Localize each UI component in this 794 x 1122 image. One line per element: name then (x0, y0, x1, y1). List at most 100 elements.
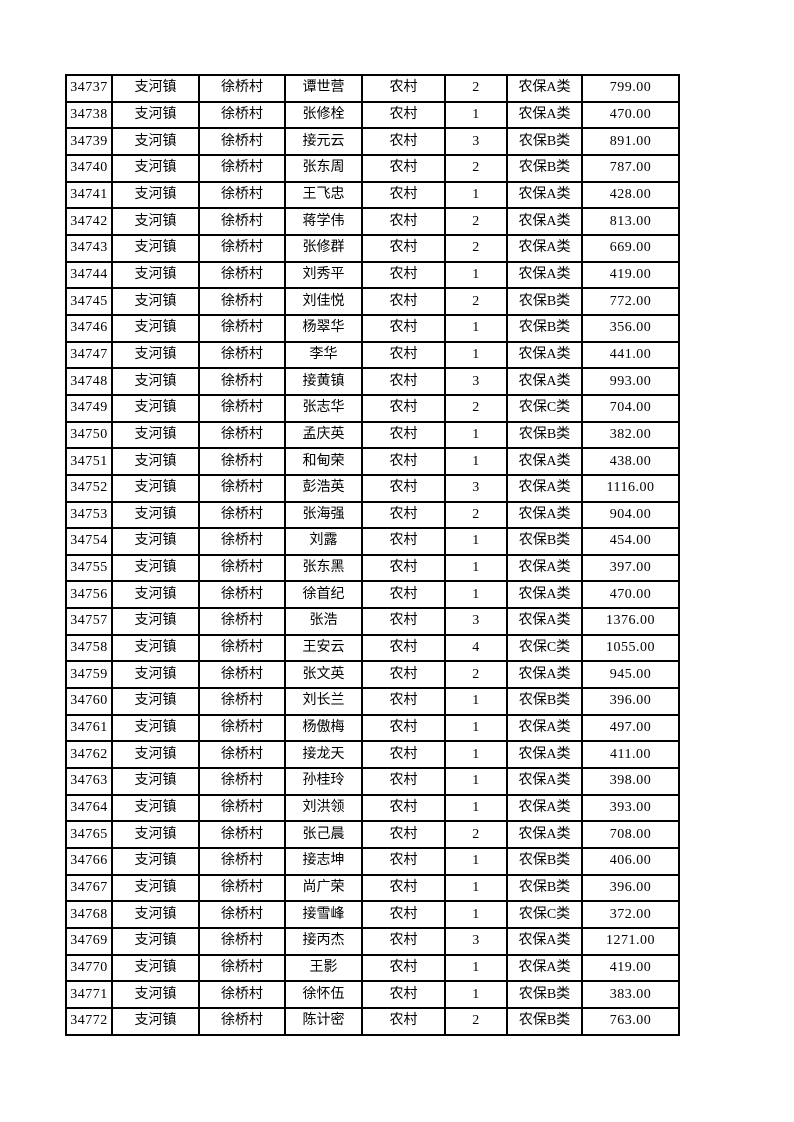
cell-town: 支河镇 (111, 580, 200, 610)
cell-amount: 372.00 (581, 900, 680, 929)
cell-village: 徐桥村 (198, 660, 286, 690)
cell-town: 支河镇 (111, 233, 200, 263)
cell-person-count: 3 (444, 127, 508, 156)
cell-insurance-category: 农保A类 (506, 367, 583, 396)
cell-person-name: 张东周 (284, 153, 363, 183)
cell-person-name: 和甸荣 (284, 447, 363, 476)
cell-person-count: 2 (444, 153, 508, 183)
cell-amount: 1271.00 (581, 927, 680, 956)
cell-person-name: 尚广荣 (284, 873, 363, 903)
cell-person-name: 接黄镇 (284, 367, 363, 396)
cell-residence-type: 农村 (361, 793, 446, 823)
cell-person-name: 接雪峰 (284, 900, 363, 929)
cell-amount: 393.00 (581, 793, 680, 823)
cell-person-count: 1 (444, 793, 508, 823)
table-row: 34750 支河镇 徐桥村 孟庆英 农村 1 农保B类 382.00 (65, 420, 680, 450)
cell-person-name: 接元云 (284, 127, 363, 156)
cell-person-name: 孙桂玲 (284, 767, 363, 796)
cell-person-count: 1 (444, 527, 508, 556)
cell-amount: 454.00 (581, 527, 680, 556)
cell-serial-number: 34743 (65, 233, 113, 263)
cell-amount: 799.00 (581, 74, 680, 103)
cell-person-count: 2 (444, 393, 508, 423)
cell-village: 徐桥村 (198, 100, 286, 130)
cell-residence-type: 农村 (361, 767, 446, 796)
cell-town: 支河镇 (111, 367, 200, 396)
table-row: 34754 支河镇 徐桥村 刘露 农村 1 农保B类 454.00 (65, 527, 680, 556)
cell-person-name: 李华 (284, 340, 363, 370)
cell-village: 徐桥村 (198, 953, 286, 983)
cell-residence-type: 农村 (361, 74, 446, 103)
cell-serial-number: 34762 (65, 740, 113, 770)
cell-person-name: 杨翠华 (284, 313, 363, 343)
table-row: 34745 支河镇 徐桥村 刘佳悦 农村 2 农保B类 772.00 (65, 287, 680, 316)
cell-town: 支河镇 (111, 793, 200, 823)
table-row: 34746 支河镇 徐桥村 杨翠华 农村 1 农保B类 356.00 (65, 313, 680, 343)
cell-person-count: 2 (444, 74, 508, 103)
table-row: 34760 支河镇 徐桥村 刘长兰 农村 1 农保B类 396.00 (65, 687, 680, 716)
cell-residence-type: 农村 (361, 500, 446, 530)
cell-town: 支河镇 (111, 767, 200, 796)
cell-amount: 470.00 (581, 580, 680, 610)
cell-village: 徐桥村 (198, 633, 286, 663)
cell-serial-number: 34746 (65, 313, 113, 343)
cell-amount: 397.00 (581, 553, 680, 583)
cell-town: 支河镇 (111, 393, 200, 423)
cell-village: 徐桥村 (198, 153, 286, 183)
cell-person-count: 1 (444, 873, 508, 903)
cell-serial-number: 34754 (65, 527, 113, 556)
table-row: 34769 支河镇 徐桥村 接丙杰 农村 3 农保A类 1271.00 (65, 927, 680, 956)
table-row: 34765 支河镇 徐桥村 张己晨 农村 2 农保A类 708.00 (65, 820, 680, 850)
cell-serial-number: 34752 (65, 473, 113, 503)
cell-insurance-category: 农保A类 (506, 260, 583, 290)
table-row: 34768 支河镇 徐桥村 接雪峰 农村 1 农保C类 372.00 (65, 900, 680, 929)
cell-residence-type: 农村 (361, 447, 446, 476)
cell-residence-type: 农村 (361, 233, 446, 263)
cell-amount: 470.00 (581, 100, 680, 130)
cell-person-count: 1 (444, 713, 508, 743)
table-row: 34738 支河镇 徐桥村 张修栓 农村 1 农保A类 470.00 (65, 100, 680, 130)
table-row: 34739 支河镇 徐桥村 接元云 农村 3 农保B类 891.00 (65, 127, 680, 156)
cell-residence-type: 农村 (361, 260, 446, 290)
cell-insurance-category: 农保B类 (506, 287, 583, 316)
cell-person-name: 接志坤 (284, 847, 363, 876)
cell-serial-number: 34747 (65, 340, 113, 370)
cell-town: 支河镇 (111, 953, 200, 983)
cell-insurance-category: 农保A类 (506, 500, 583, 530)
cell-insurance-category: 农保B类 (506, 153, 583, 183)
cell-person-count: 1 (444, 553, 508, 583)
cell-serial-number: 34744 (65, 260, 113, 290)
cell-person-name: 张己晨 (284, 820, 363, 850)
cell-amount: 497.00 (581, 713, 680, 743)
cell-serial-number: 34770 (65, 953, 113, 983)
cell-serial-number: 34760 (65, 687, 113, 716)
cell-person-count: 1 (444, 687, 508, 716)
cell-town: 支河镇 (111, 153, 200, 183)
cell-town: 支河镇 (111, 1006, 200, 1036)
cell-person-name: 张浩 (284, 607, 363, 636)
cell-serial-number: 34771 (65, 980, 113, 1009)
cell-serial-number: 34767 (65, 873, 113, 903)
cell-serial-number: 34772 (65, 1006, 113, 1036)
cell-town: 支河镇 (111, 207, 200, 236)
cell-insurance-category: 农保A类 (506, 340, 583, 370)
cell-town: 支河镇 (111, 607, 200, 636)
cell-residence-type: 农村 (361, 980, 446, 1009)
cell-town: 支河镇 (111, 447, 200, 476)
cell-amount: 382.00 (581, 420, 680, 450)
cell-person-count: 1 (444, 900, 508, 929)
table-row: 34741 支河镇 徐桥村 王飞忠 农村 1 农保A类 428.00 (65, 180, 680, 210)
insurance-roster-table: 34737 支河镇 徐桥村 谭世营 农村 2 农保A类 799.00 34738… (65, 74, 680, 1036)
cell-town: 支河镇 (111, 74, 200, 103)
table-body: 34737 支河镇 徐桥村 谭世营 农村 2 农保A类 799.00 34738… (65, 74, 680, 1036)
cell-amount: 356.00 (581, 313, 680, 343)
cell-amount: 813.00 (581, 207, 680, 236)
cell-amount: 396.00 (581, 687, 680, 716)
table-row: 34756 支河镇 徐桥村 徐首纪 农村 1 农保A类 470.00 (65, 580, 680, 610)
cell-residence-type: 农村 (361, 100, 446, 130)
cell-person-count: 2 (444, 287, 508, 316)
cell-serial-number: 34749 (65, 393, 113, 423)
cell-village: 徐桥村 (198, 340, 286, 370)
table-row: 34761 支河镇 徐桥村 杨傲梅 农村 1 农保A类 497.00 (65, 713, 680, 743)
cell-person-count: 1 (444, 580, 508, 610)
